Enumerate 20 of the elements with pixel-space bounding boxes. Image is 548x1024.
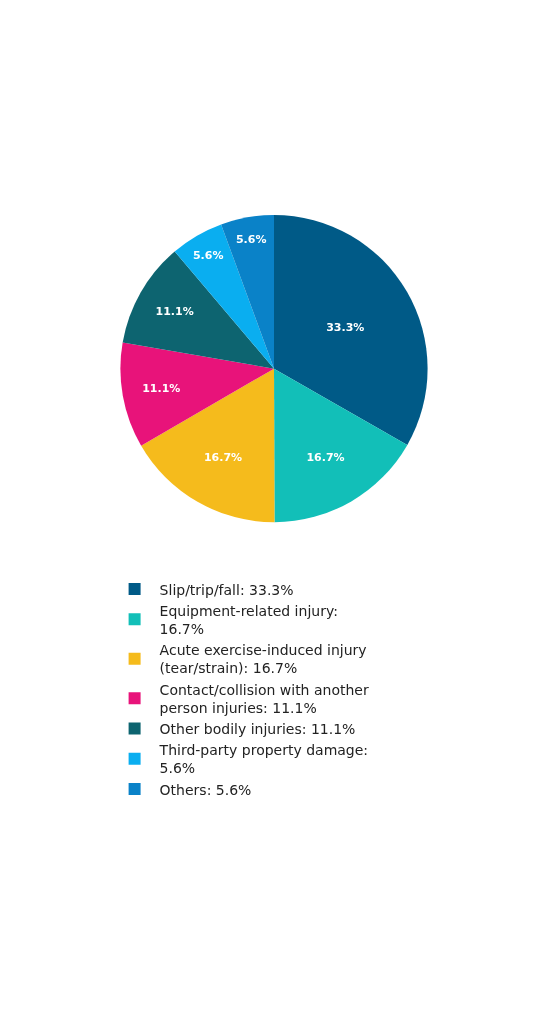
legend-label: Others: 5.6% bbox=[159, 781, 252, 798]
pie-slice bbox=[221, 215, 274, 369]
legend-label: Acute exercise-induced injury (tear/strain): 16.7% bbox=[159, 642, 367, 677]
legend-label: Third-party property damage: 5.6% bbox=[158, 742, 369, 777]
data-label: 5.6% bbox=[235, 233, 267, 247]
data-label: 11.1% bbox=[142, 382, 181, 396]
legend-label: Slip/trip/fall: 33.3% bbox=[159, 581, 294, 598]
data-label: 16.7% bbox=[203, 450, 243, 464]
legend-label: Contact/collision with another person injuries: 11.1% bbox=[159, 681, 369, 716]
pie-slice bbox=[141, 368, 275, 523]
data-label: 11.1% bbox=[155, 305, 194, 319]
data-label: 5.6% bbox=[192, 249, 224, 263]
legend-label: Equipment-related injury: 16.7% bbox=[159, 602, 338, 637]
pie-slice bbox=[274, 215, 428, 445]
pie-slice bbox=[274, 368, 408, 523]
data-label: 16.7% bbox=[306, 450, 345, 464]
legend-label: Other bodily injuries: 11.1% bbox=[159, 720, 356, 737]
pie-slice bbox=[120, 342, 274, 446]
data-label: 33.3% bbox=[326, 320, 365, 334]
pie-slice bbox=[122, 251, 274, 369]
